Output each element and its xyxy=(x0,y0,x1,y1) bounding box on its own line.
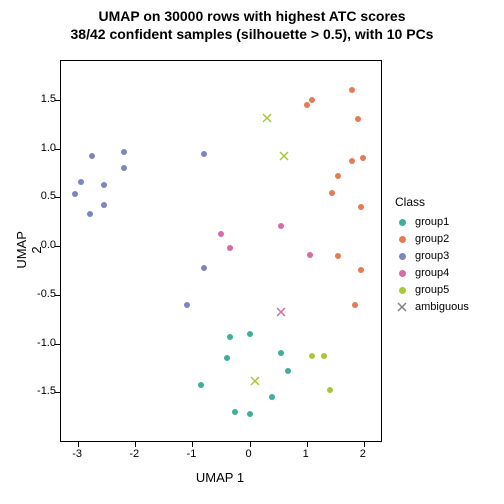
data-point-ambiguous xyxy=(279,151,289,161)
data-point-group2 xyxy=(360,155,366,161)
chart-container: UMAP on 30000 rows with highest ATC scor… xyxy=(0,0,504,504)
data-point-group3 xyxy=(201,265,207,271)
y-tick-label: 0.0 xyxy=(30,239,56,251)
data-point-group1 xyxy=(198,382,204,388)
data-point-group3 xyxy=(101,182,107,188)
x-tick xyxy=(307,441,308,447)
x-tick xyxy=(192,441,193,447)
y-tick-label: -0.5 xyxy=(30,288,56,300)
data-point-group3 xyxy=(121,149,127,155)
data-point-group2 xyxy=(335,173,341,179)
data-point-group5 xyxy=(309,353,315,359)
data-point-group1 xyxy=(285,368,291,374)
x-axis-label: UMAP 1 xyxy=(60,470,380,485)
x-tick-label: -3 xyxy=(72,448,82,460)
data-point-ambiguous xyxy=(250,376,260,386)
data-point-group2 xyxy=(335,253,341,259)
legend-label: group4 xyxy=(415,267,449,279)
plot-area xyxy=(60,60,382,442)
data-point-group4 xyxy=(227,245,233,251)
legend-marker xyxy=(395,232,409,246)
x-tick-label: 1 xyxy=(303,448,309,460)
x-tick xyxy=(364,441,365,447)
data-point-group3 xyxy=(87,211,93,217)
y-tick-label: 0.5 xyxy=(30,190,56,202)
data-point-group5 xyxy=(327,387,333,393)
x-tick xyxy=(135,441,136,447)
data-point-group1 xyxy=(227,334,233,340)
data-point-ambiguous xyxy=(262,113,272,123)
data-point-group1 xyxy=(224,355,230,361)
legend-marker xyxy=(395,249,409,263)
y-tick-label: -1.5 xyxy=(30,385,56,397)
legend-item-group2: group2 xyxy=(395,232,469,246)
legend: Class group1 group2 group3 group4 group5 ambi… xyxy=(395,195,469,317)
legend-item-group3: group3 xyxy=(395,249,469,263)
data-point-group2 xyxy=(349,87,355,93)
data-point-group1 xyxy=(247,331,253,337)
x-tick-label: 2 xyxy=(360,448,366,460)
data-point-group3 xyxy=(121,165,127,171)
x-tick-label: -1 xyxy=(187,448,197,460)
x-tick xyxy=(78,441,79,447)
data-point-group3 xyxy=(101,202,107,208)
legend-item-group1: group1 xyxy=(395,215,469,229)
data-point-group1 xyxy=(232,409,238,415)
data-point-group4 xyxy=(307,252,313,258)
legend-label: ambiguous xyxy=(415,301,469,313)
data-point-ambiguous xyxy=(276,307,286,317)
data-point-group1 xyxy=(278,350,284,356)
data-point-group3 xyxy=(89,153,95,159)
data-point-group1 xyxy=(269,394,275,400)
chart-title-line1: UMAP on 30000 rows with highest ATC scor… xyxy=(0,8,504,24)
data-point-group3 xyxy=(184,302,190,308)
x-tick xyxy=(250,441,251,447)
legend-label: group5 xyxy=(415,284,449,296)
legend-label: group1 xyxy=(415,216,449,228)
legend-label: group2 xyxy=(415,233,449,245)
legend-marker xyxy=(395,283,409,297)
legend-title: Class xyxy=(395,195,469,209)
y-tick-label: 1.5 xyxy=(30,93,56,105)
y-tick-label: -1.0 xyxy=(30,337,56,349)
data-point-group2 xyxy=(304,102,310,108)
x-tick-label: 0 xyxy=(246,448,252,460)
data-point-group2 xyxy=(355,116,361,122)
data-point-group4 xyxy=(218,231,224,237)
legend-item-group4: group4 xyxy=(395,266,469,280)
data-point-group2 xyxy=(352,302,358,308)
x-tick-label: -2 xyxy=(129,448,139,460)
data-point-group2 xyxy=(309,97,315,103)
data-point-group3 xyxy=(72,191,78,197)
data-point-group2 xyxy=(329,190,335,196)
legend-item-group5: group5 xyxy=(395,283,469,297)
data-point-group4 xyxy=(278,223,284,229)
y-tick-label: 1.0 xyxy=(30,142,56,154)
legend-item-ambiguous: ambiguous xyxy=(395,300,469,314)
data-point-group5 xyxy=(321,353,327,359)
legend-marker xyxy=(395,215,409,229)
data-point-group1 xyxy=(247,411,253,417)
data-point-group3 xyxy=(78,179,84,185)
chart-title-line2: 38/42 confident samples (silhouette > 0.… xyxy=(0,26,504,42)
legend-label: group3 xyxy=(415,250,449,262)
data-point-group2 xyxy=(349,158,355,164)
data-point-group2 xyxy=(358,204,364,210)
legend-marker xyxy=(395,300,409,314)
data-point-group2 xyxy=(358,267,364,273)
data-point-group3 xyxy=(201,151,207,157)
legend-marker xyxy=(395,266,409,280)
